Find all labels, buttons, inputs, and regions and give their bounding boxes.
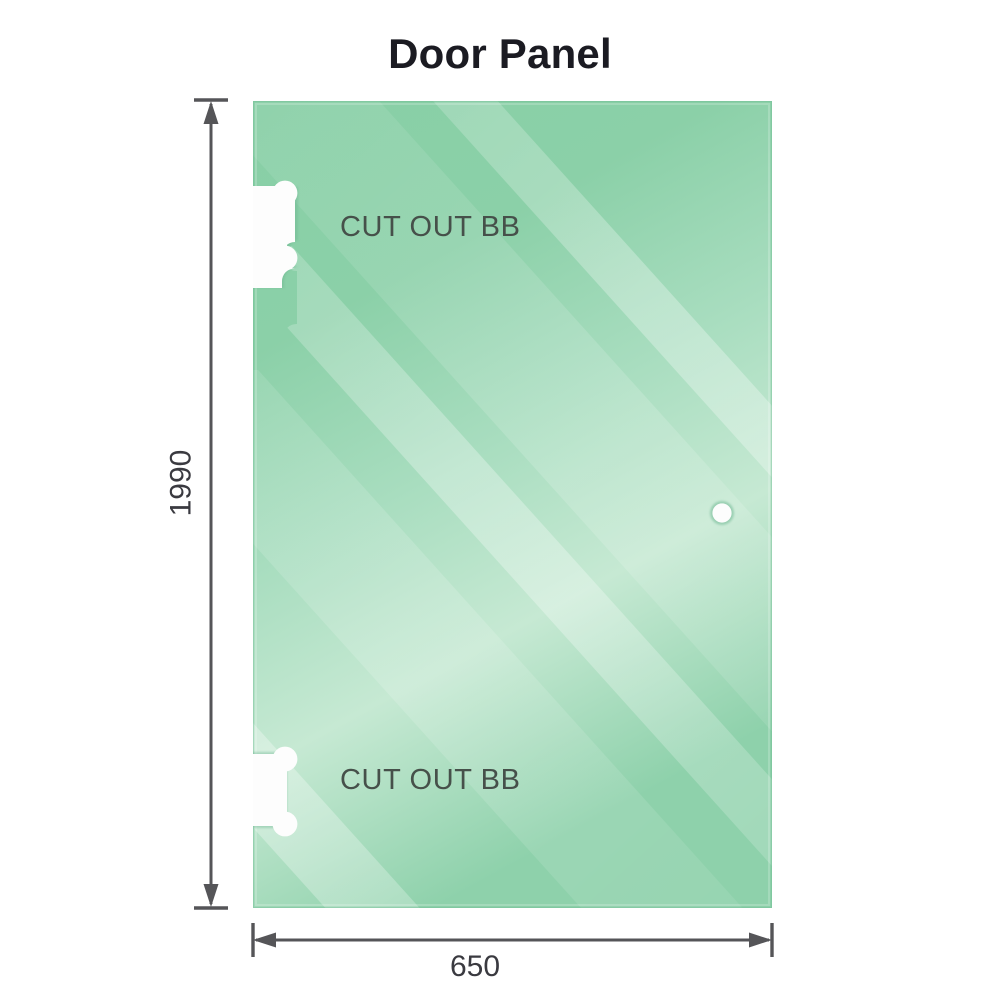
dimension-height-value: 1990 bbox=[164, 449, 198, 517]
dimension-width-value: 650 bbox=[449, 950, 501, 983]
page-title: Door Panel bbox=[388, 30, 612, 77]
handle-hole-shape bbox=[710, 501, 734, 525]
hinge-cutout-upper-shape bbox=[253, 180, 298, 288]
glass-panel-svg bbox=[253, 101, 772, 908]
dimension-height bbox=[194, 98, 228, 910]
hinge-cutout-lower-shape bbox=[253, 746, 298, 837]
door-panel-glass bbox=[253, 101, 772, 908]
cutout-label-lower: CUT OUT BB bbox=[340, 764, 521, 796]
cutout-label-upper: CUT OUT BB bbox=[340, 211, 521, 243]
dimension-width bbox=[251, 923, 774, 957]
